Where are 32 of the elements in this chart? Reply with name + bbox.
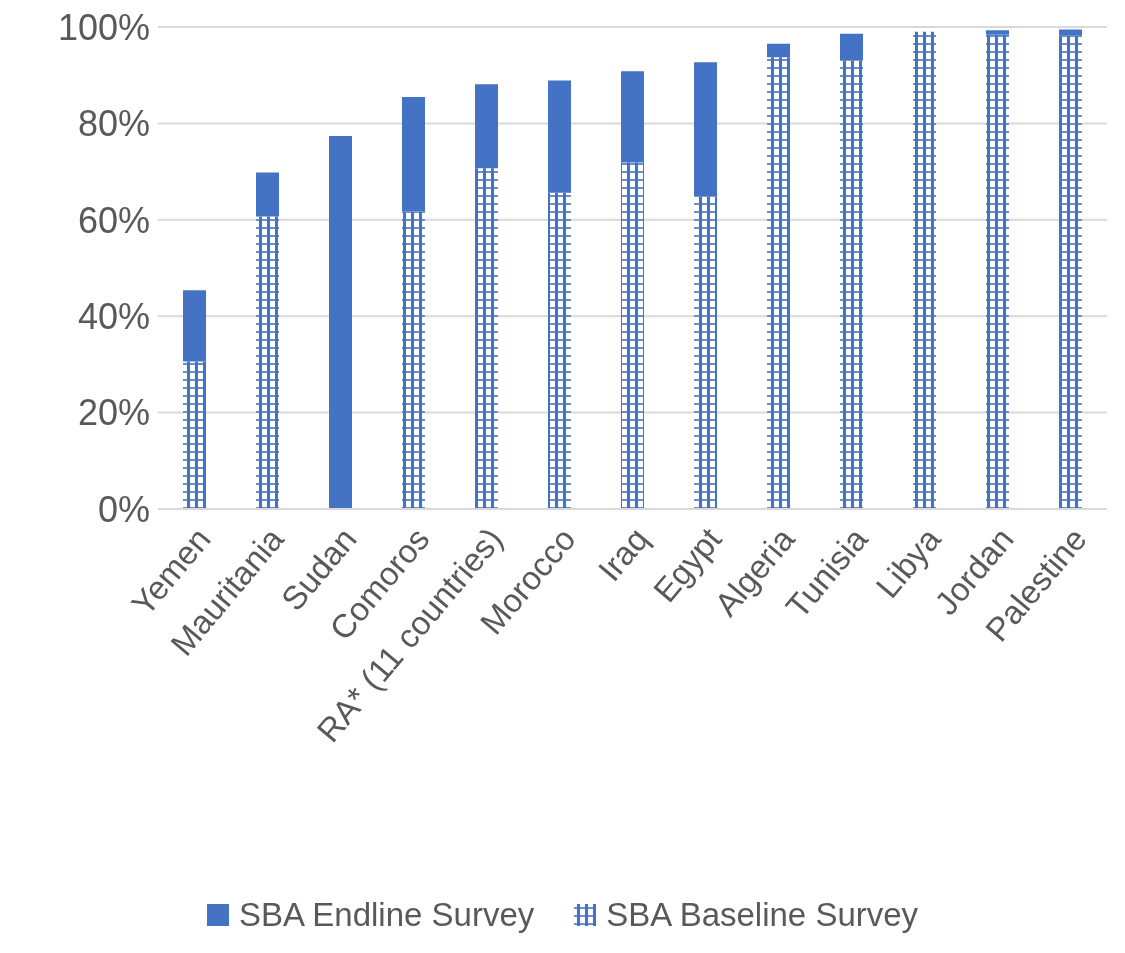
bar: [548, 192, 571, 509]
bar: [913, 31, 936, 509]
bar: [621, 162, 644, 509]
y-tick-label: 0%: [97, 488, 150, 530]
y-tick-label: 60%: [77, 199, 150, 241]
legend-label: SBA Baseline Survey: [606, 896, 919, 934]
bar: [986, 34, 1009, 509]
bar: [986, 30, 1009, 35]
y-tick-label: 100%: [57, 6, 150, 48]
bar: [548, 80, 571, 193]
bar: [183, 361, 206, 509]
bar: [1059, 35, 1082, 509]
legend-label: SBA Endline Survey: [238, 896, 535, 934]
bar: [402, 211, 425, 509]
y-tick-label: 20%: [77, 392, 150, 434]
bar: [694, 196, 717, 509]
bar: [767, 57, 790, 509]
y-tick-label: 40%: [77, 295, 150, 337]
bar: [329, 135, 352, 509]
bar: [183, 290, 206, 362]
y-tick-label: 80%: [77, 103, 150, 145]
bar: [694, 62, 717, 197]
bar: [475, 84, 498, 169]
bar: [475, 168, 498, 509]
bar: [1059, 29, 1082, 36]
bar: [402, 96, 425, 212]
bar: [621, 71, 644, 163]
bar: [256, 216, 279, 509]
bar: [256, 172, 279, 217]
bar: [767, 43, 790, 58]
bar: [840, 33, 863, 61]
bar: [840, 60, 863, 509]
